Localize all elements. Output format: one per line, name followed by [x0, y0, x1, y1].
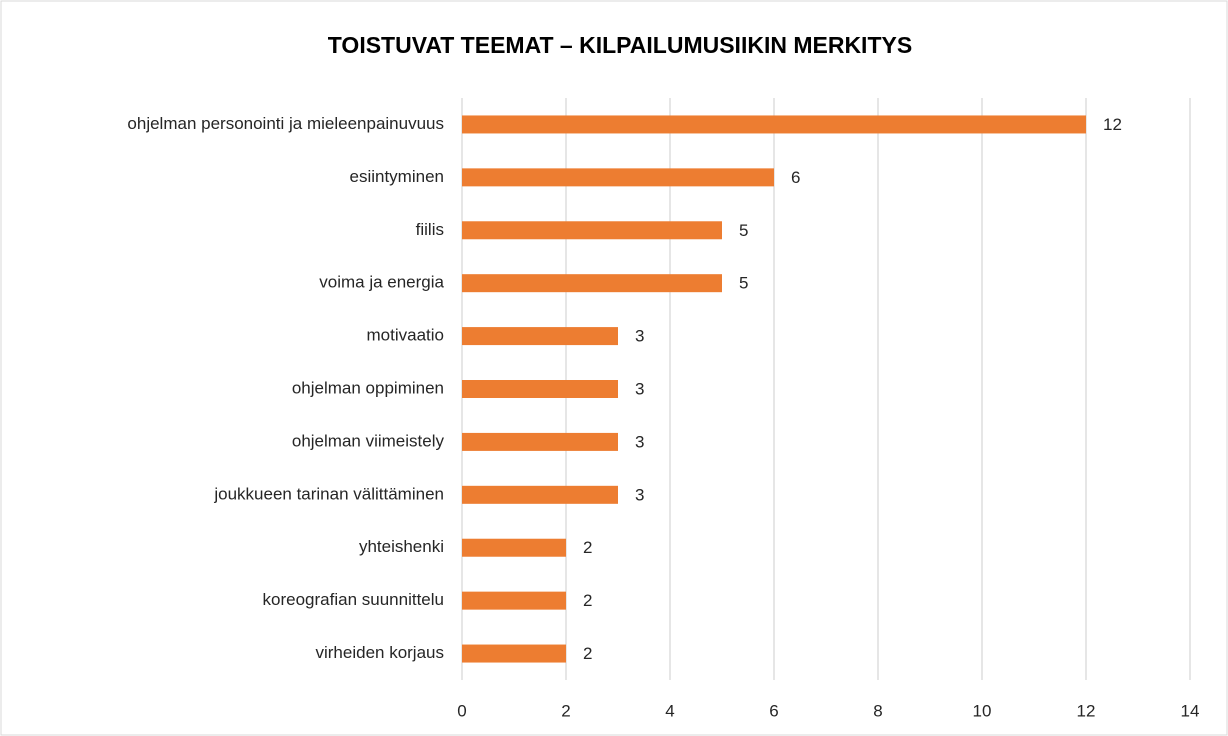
- bar: [462, 644, 566, 663]
- bar: [462, 485, 618, 504]
- y-tick-label: esiintyminen: [350, 167, 445, 186]
- bar: [462, 591, 566, 610]
- x-tick-label: 6: [769, 701, 778, 720]
- y-tick-label: ohjelman viimeistely: [292, 431, 445, 450]
- y-tick-label: joukkueen tarinan välittäminen: [213, 484, 444, 503]
- y-tick-label: voima ja energia: [319, 273, 444, 292]
- data-label: 3: [635, 485, 644, 504]
- bar: [462, 538, 566, 557]
- bar: [462, 115, 1086, 134]
- chart-title: TOISTUVAT TEEMAT – KILPAILUMUSIIKIN MERK…: [328, 32, 912, 58]
- x-tick-label: 0: [457, 701, 466, 720]
- bar: [462, 274, 722, 293]
- data-label: 3: [635, 379, 644, 398]
- y-tick-label: motivaatio: [367, 326, 444, 345]
- bar: [462, 327, 618, 346]
- bar: [462, 380, 618, 398]
- data-label: 2: [583, 591, 592, 610]
- y-tick-label: fiilis: [416, 220, 444, 239]
- data-label: 3: [635, 327, 644, 346]
- x-tick-label: 4: [665, 701, 674, 720]
- x-tick-label: 10: [973, 701, 992, 720]
- bar: [462, 432, 618, 451]
- x-tick-label: 8: [873, 701, 882, 720]
- data-label: 2: [583, 538, 592, 557]
- x-tick-label: 14: [1181, 701, 1200, 720]
- data-label: 5: [739, 221, 748, 240]
- data-label: 3: [635, 432, 644, 451]
- y-tick-label: ohjelman personointi ja mieleenpainuvuus: [127, 114, 444, 133]
- y-tick-label: ohjelman oppiminen: [292, 378, 444, 397]
- data-label: 5: [739, 274, 748, 293]
- y-tick-label: yhteishenki: [359, 537, 444, 556]
- bar: [462, 168, 774, 187]
- y-tick-label: virheiden korjaus: [315, 643, 444, 662]
- x-tick-label: 12: [1077, 701, 1096, 720]
- data-label: 2: [583, 644, 592, 663]
- data-label: 6: [791, 168, 800, 187]
- x-tick-label: 2: [561, 701, 570, 720]
- y-tick-label: koreografian suunnittelu: [263, 590, 444, 609]
- data-label: 12: [1103, 115, 1122, 134]
- bar: [462, 221, 722, 240]
